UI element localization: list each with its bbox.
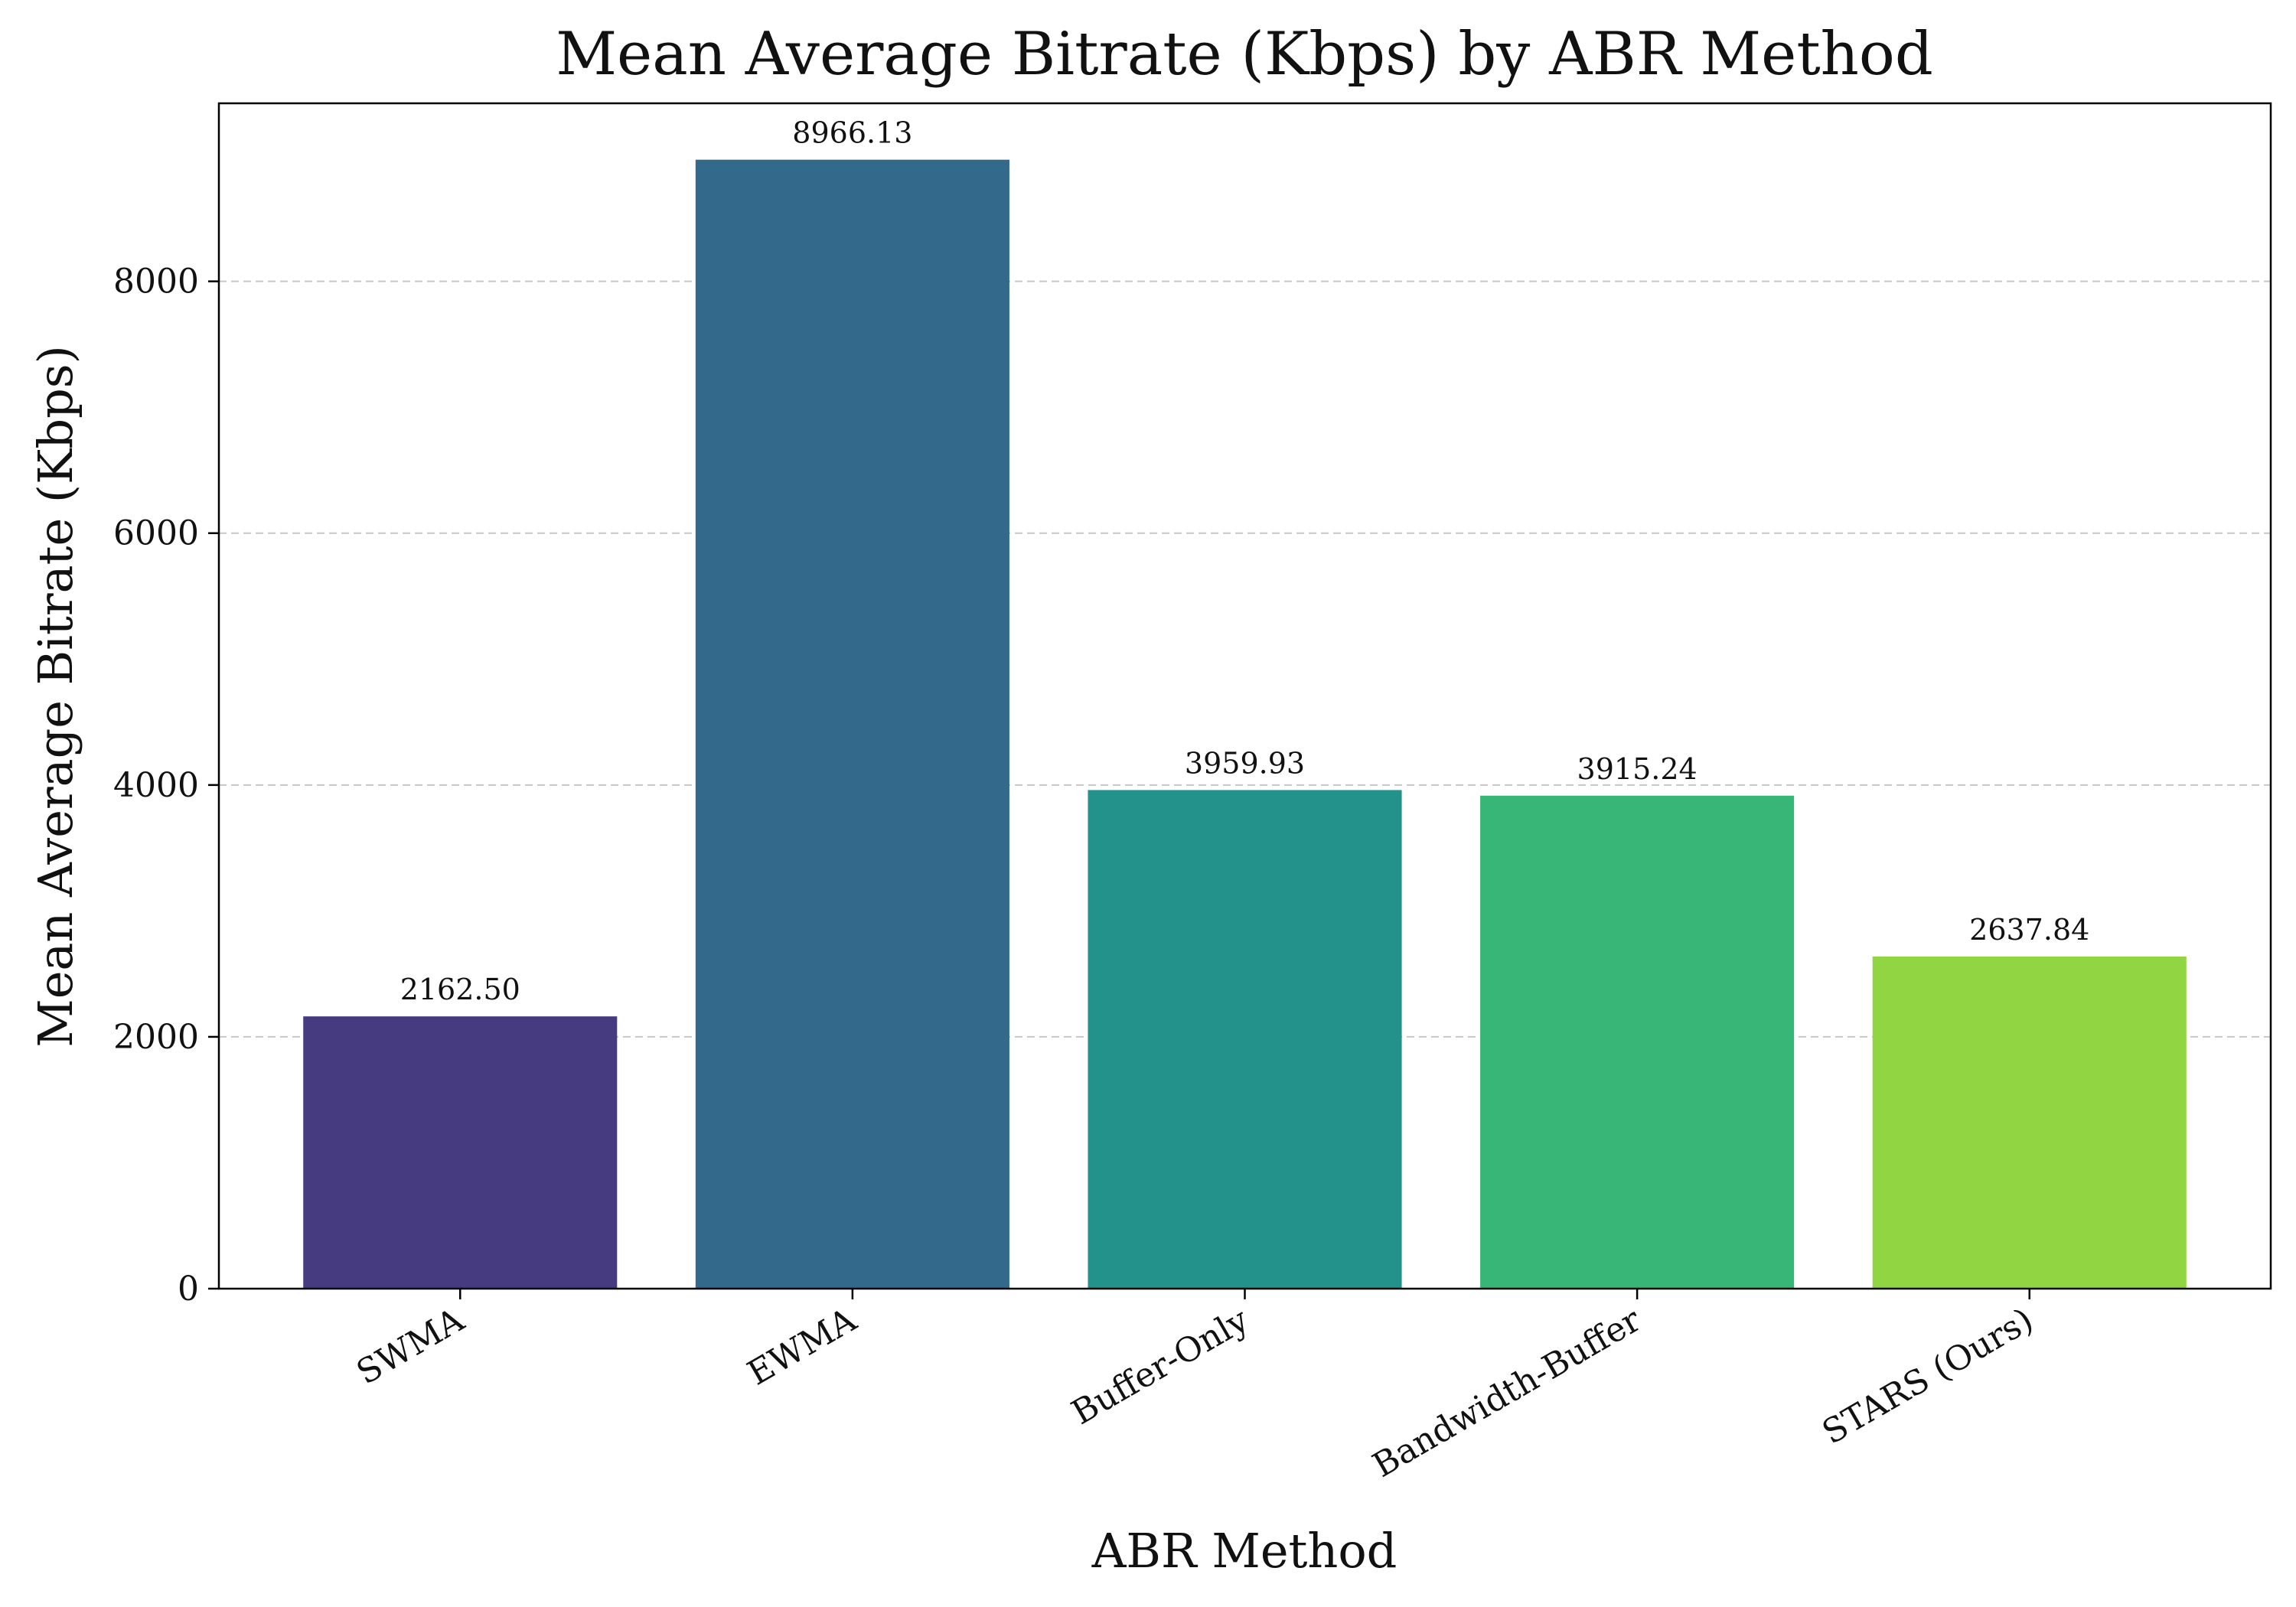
- x-axis-label: ABR Method: [1091, 1523, 1397, 1579]
- bar-ewma: [695, 159, 1009, 1289]
- bar-value-label: 2162.50: [400, 973, 520, 1006]
- y-axis-label: Mean Average Bitrate (Kbps): [28, 345, 83, 1048]
- y-tick-label: 4000: [113, 766, 199, 805]
- bar-value-label: 3915.24: [1577, 752, 1698, 786]
- y-axis: 0 2000 4000 6000 8000: [113, 262, 219, 1309]
- bar-value-label: 3959.93: [1185, 746, 1305, 780]
- chart-title: Mean Average Bitrate (Kbps) by ABR Metho…: [556, 20, 1933, 89]
- y-tick-label: 6000: [113, 514, 199, 553]
- y-tick-label: 2000: [113, 1018, 199, 1057]
- bar-swma: [303, 1016, 618, 1289]
- y-tick-label: 8000: [113, 262, 199, 302]
- bars-layer: [303, 159, 2187, 1289]
- y-tick-label: 0: [178, 1270, 199, 1309]
- value-labels-layer: 2162.50 8966.13 3959.93 3915.24 2637.84: [400, 116, 2090, 1006]
- bar-value-label: 8966.13: [792, 116, 912, 150]
- bar-stars-ours: [1872, 956, 2187, 1289]
- bar-buffer-only: [1088, 790, 1402, 1289]
- bar-value-label: 2637.84: [1969, 913, 2089, 947]
- bar-bandwidth-buffer: [1480, 795, 1795, 1289]
